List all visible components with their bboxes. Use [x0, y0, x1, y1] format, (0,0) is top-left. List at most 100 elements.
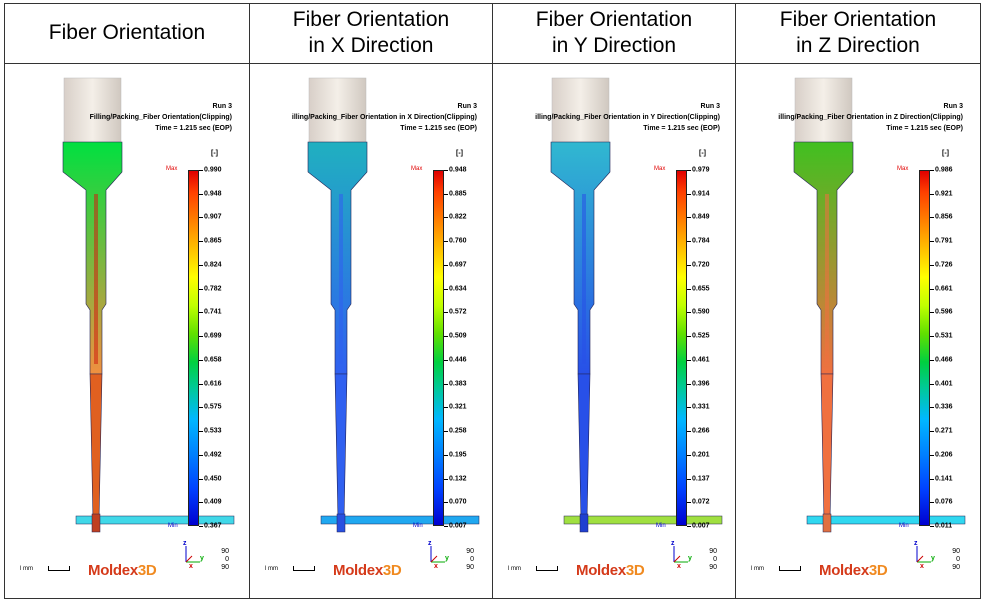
- legend-value: 0.533: [204, 427, 222, 435]
- legend-value: 0.409: [204, 498, 222, 506]
- gate-stem: [577, 373, 591, 521]
- legend-tick: [444, 431, 448, 433]
- legend-tick: [930, 526, 934, 527]
- legend-tick: [199, 431, 203, 433]
- legend-value: 0.321: [449, 403, 467, 411]
- legend-tick: [687, 193, 691, 195]
- sprue-cylinder: [794, 77, 853, 143]
- legend-tick: [687, 170, 691, 171]
- max-label: Max: [897, 166, 909, 172]
- legend-value: 0.741: [204, 308, 222, 316]
- legend-tick: [444, 336, 448, 338]
- legend-value: 0.986: [935, 166, 953, 174]
- legend-value: 0.141: [935, 475, 953, 483]
- gate-stem: [334, 373, 348, 521]
- axis-triad-icon: z x y: [914, 540, 935, 570]
- legend-tick: [199, 502, 203, 504]
- legend-tick: [930, 193, 934, 195]
- color-legend-bar: [188, 170, 199, 526]
- column-divider: [735, 3, 736, 599]
- time-label: Time = 1.215 sec (EOP): [400, 125, 477, 132]
- result-panel-4: Run 3 illing/Packing_Fiber Orientation i…: [737, 64, 979, 598]
- legend-tick: [199, 359, 203, 361]
- legend-value: 0.531: [935, 332, 953, 340]
- svg-text:x: x: [920, 563, 924, 570]
- header-fiber-orientation: Fiber Orientation: [5, 4, 249, 62]
- legend-value: 0.948: [449, 166, 467, 174]
- legend-value: 0.258: [449, 427, 467, 435]
- legend-tick: [930, 502, 934, 504]
- legend-tick: [687, 241, 691, 243]
- svg-text:z: z: [183, 540, 187, 547]
- legend-tick: [199, 478, 203, 480]
- legend-value: 0.206: [935, 451, 953, 459]
- legend-value: 0.331: [692, 403, 710, 411]
- legend-tick: [444, 193, 448, 195]
- svg-text:y: y: [688, 555, 692, 562]
- header-line: Fiber Orientation: [779, 8, 937, 31]
- sprue-cylinder: [63, 77, 122, 143]
- view-angles: 90 0 90: [221, 548, 229, 571]
- min-label: Min: [168, 523, 178, 529]
- legend-value: 0.007: [692, 522, 710, 530]
- legend-tick: [687, 502, 691, 504]
- legend-value: 0.907: [204, 213, 222, 221]
- svg-text:y: y: [200, 555, 204, 562]
- header-line: in X Direction: [308, 34, 434, 57]
- column-divider: [249, 3, 250, 599]
- moldex3d-logo: Moldex3D: [576, 562, 645, 579]
- runner: [75, 515, 235, 525]
- unit-label: [-]: [211, 150, 218, 157]
- part-model: [62, 77, 235, 533]
- run-label: Run 3: [700, 103, 720, 110]
- run-info: Run 3 illing/Packing_Fiber Orientation i…: [535, 101, 720, 134]
- legend-value: 0.782: [204, 285, 222, 293]
- axis-triad-icon: z x y: [671, 540, 692, 570]
- run-info: Run 3 illing/Packing_Fiber Orientation i…: [778, 101, 963, 134]
- legend-value: 0.266: [692, 427, 710, 435]
- legend-value: 0.720: [692, 261, 710, 269]
- gate-tip: [579, 513, 589, 533]
- legend-tick: [930, 264, 934, 266]
- legend-value: 0.726: [935, 261, 953, 269]
- legend-value: 0.634: [449, 285, 467, 293]
- result-name: illing/Packing_Fiber Orientation in Y Di…: [535, 114, 720, 121]
- legend-tick: [930, 288, 934, 290]
- legend-value: 0.132: [449, 475, 467, 483]
- scale-bar: [536, 566, 558, 571]
- svg-text:x: x: [189, 563, 193, 570]
- legend-tick: [199, 526, 203, 527]
- legend-tick: [930, 312, 934, 314]
- legend-value: 0.697: [449, 261, 467, 269]
- legend-tick: [444, 383, 448, 385]
- legend-tick: [687, 264, 691, 266]
- legend-tick: [930, 478, 934, 480]
- legend-tick: [930, 383, 934, 385]
- legend-tick: [444, 502, 448, 504]
- legend-tick: [199, 241, 203, 243]
- legend-value: 0.076: [935, 498, 953, 506]
- legend-tick: [687, 478, 691, 480]
- moldex3d-logo: Moldex3D: [333, 562, 402, 579]
- legend-tick: [930, 359, 934, 361]
- axis-triad-icon: z x y: [428, 540, 449, 570]
- legend-value: 0.865: [204, 237, 222, 245]
- legend-value: 0.492: [204, 451, 222, 459]
- legend-value: 0.616: [204, 380, 222, 388]
- legend-tick: [199, 407, 203, 409]
- svg-text:z: z: [428, 540, 432, 547]
- header-fiber-orientation-x: Fiber Orientation in X Direction: [250, 4, 492, 62]
- legend-value: 0.921: [935, 190, 953, 198]
- svg-text:x: x: [434, 563, 438, 570]
- legend-value: 0.137: [692, 475, 710, 483]
- gate-stem: [89, 373, 103, 521]
- result-panel-3: Run 3 illing/Packing_Fiber Orientation i…: [494, 64, 736, 598]
- header-fiber-orientation-y: Fiber Orientation in Y Direction: [493, 4, 735, 62]
- legend-value: 0.575: [204, 403, 222, 411]
- cavity-body: [793, 141, 854, 375]
- legend-value: 0.271: [935, 427, 953, 435]
- max-label: Max: [166, 166, 178, 172]
- gate-tip: [336, 513, 346, 533]
- svg-text:z: z: [914, 540, 918, 547]
- runner: [806, 515, 966, 525]
